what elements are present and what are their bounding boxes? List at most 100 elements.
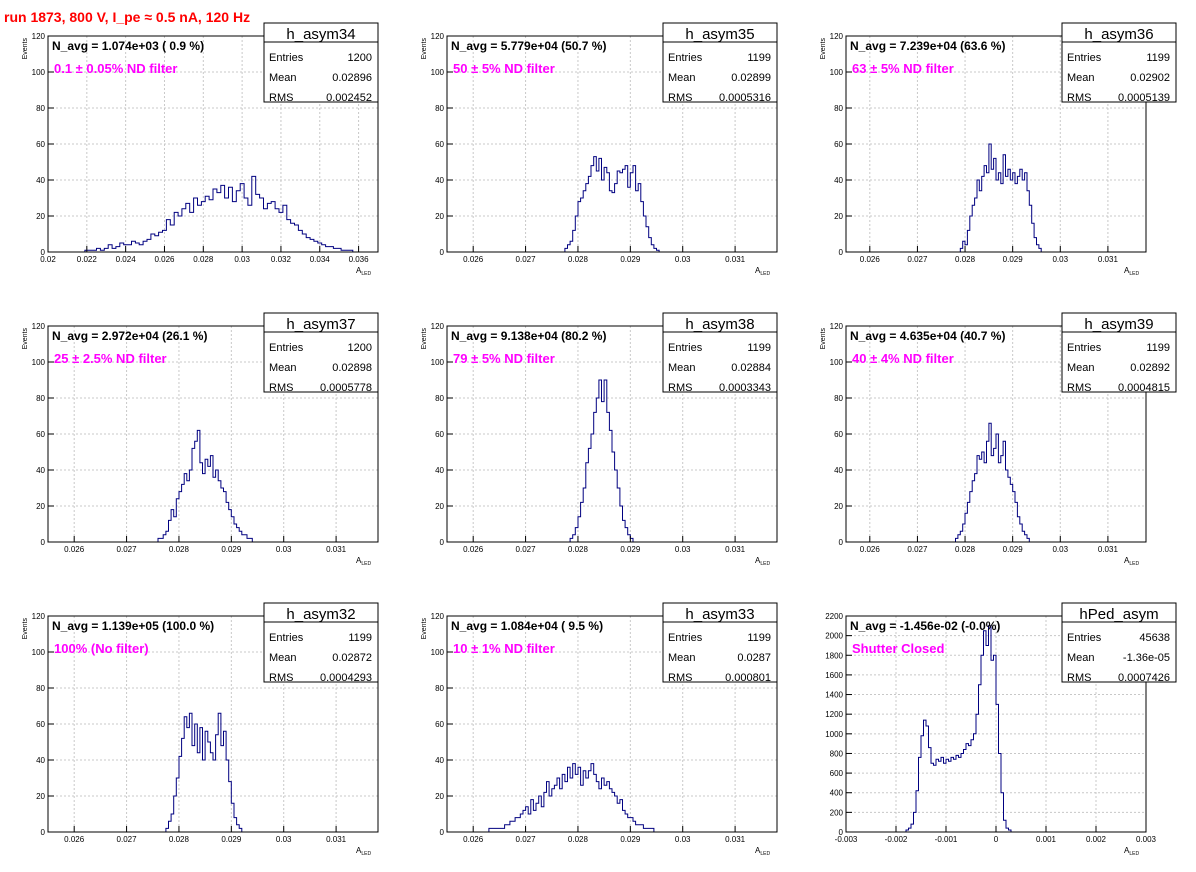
y-tick-label: 80 bbox=[36, 104, 45, 113]
x-tick-label: 0.029 bbox=[620, 545, 641, 554]
stats-value: 1200 bbox=[348, 52, 372, 64]
x-tick-label: 0.026 bbox=[64, 545, 85, 554]
stats-label: Entries bbox=[1067, 52, 1102, 64]
histogram-name: h_asym39 bbox=[1084, 316, 1153, 333]
histogram-name: h_asym38 bbox=[685, 316, 754, 333]
histogram-name: h_asym34 bbox=[286, 26, 355, 43]
stats-box bbox=[263, 602, 379, 683]
y-tick-label: 0 bbox=[839, 828, 844, 837]
stats-value: 0.02892 bbox=[1130, 362, 1170, 374]
stats-value: 0.02884 bbox=[731, 362, 771, 374]
y-tick-label: 120 bbox=[830, 322, 844, 331]
stats-label: Mean bbox=[668, 652, 696, 664]
stats-label: Mean bbox=[1067, 652, 1095, 664]
histogram-line bbox=[564, 156, 660, 252]
y-tick-label: 40 bbox=[834, 466, 843, 475]
stats-label: RMS bbox=[668, 672, 692, 684]
histogram-name: h_asym37 bbox=[286, 316, 355, 333]
histogram-panel-h_asym38: 0.026 0.027 0.028 0.029 0.03 0.031 0 20 40 60 80 10… bbox=[421, 312, 778, 567]
y-tick-label: 20 bbox=[435, 502, 444, 511]
x-tick-label: 0.03 bbox=[1052, 255, 1068, 264]
y-tick-label: 100 bbox=[830, 358, 844, 367]
y-tick-label: 200 bbox=[830, 808, 844, 817]
y-tick-label: 0 bbox=[41, 828, 46, 837]
x-axis-title: ALED bbox=[356, 266, 371, 277]
stats-label: Entries bbox=[269, 52, 304, 64]
stats-value: 0.02898 bbox=[332, 362, 372, 374]
x-tick-label: 0.031 bbox=[326, 545, 347, 554]
y-tick-label: 40 bbox=[36, 466, 45, 475]
y-tick-label: 1800 bbox=[825, 651, 843, 660]
y-tick-label: 60 bbox=[834, 140, 843, 149]
y-tick-label: 20 bbox=[435, 792, 444, 801]
x-tick-label: 0.036 bbox=[349, 255, 370, 264]
y-axis-title: Events bbox=[22, 38, 29, 60]
stats-label: Entries bbox=[1067, 632, 1102, 644]
y-tick-label: 40 bbox=[435, 756, 444, 765]
x-tick-label: 0.026 bbox=[463, 255, 484, 264]
y-tick-label: 1400 bbox=[825, 691, 843, 700]
y-tick-label: 100 bbox=[32, 648, 46, 657]
y-tick-label: 2200 bbox=[825, 612, 843, 621]
stats-value: 0.02902 bbox=[1130, 72, 1170, 84]
x-tick-label: 0.022 bbox=[77, 255, 98, 264]
stats-value: 1200 bbox=[348, 342, 372, 354]
y-tick-label: 80 bbox=[834, 394, 843, 403]
stats-label: RMS bbox=[269, 92, 293, 104]
histogram-line bbox=[157, 429, 253, 542]
y-tick-label: 60 bbox=[834, 430, 843, 439]
y-tick-label: 40 bbox=[435, 176, 444, 185]
y-tick-label: 20 bbox=[834, 502, 843, 511]
y-tick-label: 120 bbox=[431, 32, 445, 41]
x-tick-label: 0.03 bbox=[675, 255, 691, 264]
y-axis-title: Events bbox=[421, 328, 428, 350]
y-axis-title: Events bbox=[820, 38, 827, 60]
n-avg-label: N_avg = 5.779e+04 (50.7 %) bbox=[451, 39, 606, 53]
x-tick-label: 0.03 bbox=[234, 255, 250, 264]
y-tick-label: 60 bbox=[435, 430, 444, 439]
stats-box bbox=[263, 312, 379, 393]
x-tick-label: 0.001 bbox=[1036, 835, 1057, 844]
filter-annotation: 50 ± 5% ND filter bbox=[453, 61, 555, 76]
y-tick-label: 100 bbox=[431, 68, 445, 77]
stats-box bbox=[662, 312, 778, 393]
x-tick-label: 0.026 bbox=[860, 255, 881, 264]
y-tick-label: 20 bbox=[834, 212, 843, 221]
y-axis-title: Events bbox=[820, 328, 827, 350]
stats-value: 1199 bbox=[747, 342, 771, 354]
x-tick-label: 0.02 bbox=[40, 255, 56, 264]
x-tick-label: 0.032 bbox=[271, 255, 292, 264]
x-tick-label: 0.028 bbox=[955, 255, 976, 264]
n-avg-label: N_avg = 7.239e+04 (63.6 %) bbox=[850, 39, 1005, 53]
y-axis-title: Events bbox=[421, 38, 428, 60]
y-tick-label: 40 bbox=[834, 176, 843, 185]
stats-value: 0.0004293 bbox=[320, 672, 372, 684]
stats-label: RMS bbox=[269, 382, 293, 394]
stats-label: RMS bbox=[269, 672, 293, 684]
filter-annotation: 40 ± 4% ND filter bbox=[852, 351, 954, 366]
x-tick-label: 0.03 bbox=[1052, 545, 1068, 554]
stats-value: 0.0287 bbox=[737, 652, 771, 664]
x-tick-label: 0.026 bbox=[860, 545, 881, 554]
filter-annotation: Shutter Closed bbox=[852, 641, 945, 656]
x-axis-title: ALED bbox=[1124, 846, 1139, 857]
histogram-panel-h_asym39: 0.026 0.027 0.028 0.029 0.03 0.031 0 20 40 60 80 10… bbox=[820, 312, 1177, 567]
x-tick-label: 0.027 bbox=[516, 835, 537, 844]
stats-box bbox=[1061, 602, 1177, 683]
stats-value: 1199 bbox=[1146, 52, 1170, 64]
stats-value: -1.36e-05 bbox=[1123, 652, 1170, 664]
stats-box bbox=[662, 22, 778, 103]
x-tick-label: 0.027 bbox=[907, 255, 928, 264]
stats-box bbox=[1061, 312, 1177, 393]
n-avg-label: N_avg = 4.635e+04 (40.7 %) bbox=[850, 329, 1005, 343]
x-tick-label: 0.027 bbox=[516, 545, 537, 554]
x-tick-label: 0.002 bbox=[1086, 835, 1107, 844]
stats-value: 1199 bbox=[747, 52, 771, 64]
y-tick-label: 1000 bbox=[825, 730, 843, 739]
filter-annotation: 79 ± 5% ND filter bbox=[453, 351, 555, 366]
y-tick-label: 0 bbox=[440, 538, 445, 547]
x-axis-title: ALED bbox=[755, 266, 770, 277]
histogram-panel-h_asym37: 0.026 0.027 0.028 0.029 0.03 0.031 0 20 40 60 80 10… bbox=[22, 312, 379, 567]
stats-value: 0.0005778 bbox=[320, 382, 372, 394]
